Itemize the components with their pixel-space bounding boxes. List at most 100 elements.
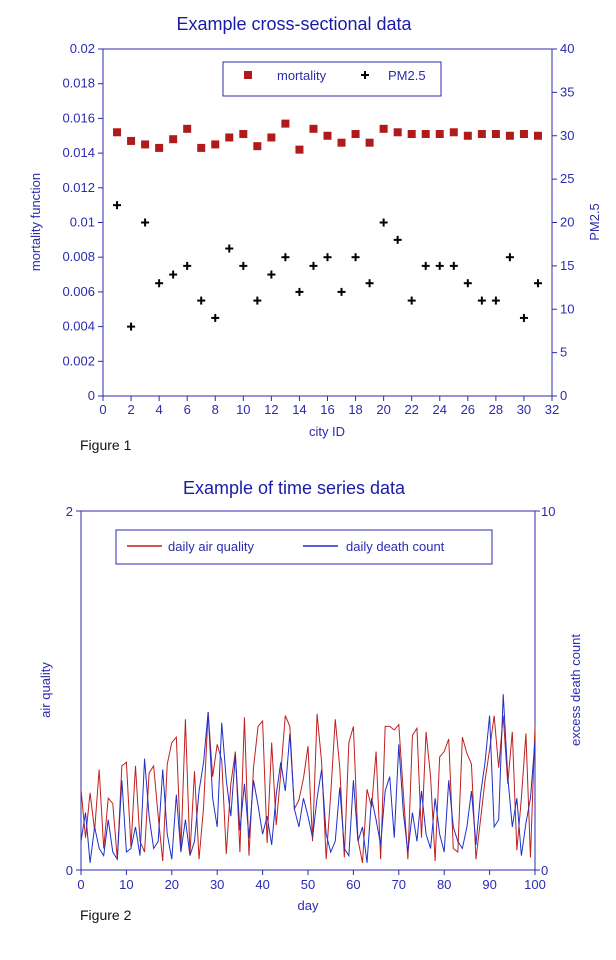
figure1-x-label: city ID xyxy=(309,424,345,439)
y-left-tick-label: 0.02 xyxy=(70,41,95,56)
figure1-y-left-ticks: 0 0.002 0.004 0.006 0.008 0.01 0.012 0.014 0.016… xyxy=(62,41,103,403)
figure1-x-ticks: 0 2 4 6 8 10 12 14 16 18 20 22 24 26 28 30 32 xyxy=(99,396,559,417)
x-tick-label: 20 xyxy=(165,877,179,892)
pm25-point xyxy=(435,261,444,270)
mortality-point xyxy=(351,130,360,139)
pm25-point xyxy=(281,253,290,262)
mortality-point xyxy=(113,128,122,137)
air-quality-line xyxy=(80,712,536,863)
pm25-point xyxy=(309,261,318,270)
mortality-point xyxy=(519,130,528,139)
mortality-point xyxy=(197,143,206,152)
y-right-tick-label: 0 xyxy=(560,388,567,403)
legend-pm25-label: PM2.5 xyxy=(388,68,426,83)
y-right-tick-label: 35 xyxy=(560,84,574,99)
mortality-point xyxy=(127,136,136,145)
figure1-title: Example cross-sectional data xyxy=(176,14,412,34)
mortality-point xyxy=(491,130,500,139)
figure2-y-right-ticks: 0 10 xyxy=(535,504,555,878)
figure1-y-right-ticks: 0 5 10 15 20 25 30 35 40 xyxy=(552,41,574,403)
x-tick-label: 0 xyxy=(99,402,106,417)
mortality-point xyxy=(463,131,472,140)
figure2-series-lines xyxy=(80,694,536,863)
y-right-tick-label: 20 xyxy=(560,215,574,230)
x-tick-label: 100 xyxy=(524,877,546,892)
pm25-point xyxy=(463,279,472,288)
pm25-point xyxy=(295,287,304,296)
y-left-tick-label: 0.006 xyxy=(62,284,95,299)
x-tick-label: 30 xyxy=(210,877,224,892)
y-left-tick-label: 0.014 xyxy=(62,145,95,160)
x-tick-label: 4 xyxy=(156,402,163,417)
mortality-point xyxy=(295,145,304,154)
pm25-point xyxy=(323,253,332,262)
figure2-legend: daily air quality daily death count xyxy=(115,529,493,565)
x-tick-label: 28 xyxy=(489,402,503,417)
figure1-y-left-label: mortality function xyxy=(28,173,43,271)
mortality-point xyxy=(449,128,458,137)
mortality-point xyxy=(393,128,402,137)
figure-2: Example of time series data 0 10 20 30 40 50 6… xyxy=(38,478,583,923)
figure2-y-left-ticks: 02 xyxy=(66,504,81,878)
pm25-point xyxy=(141,218,150,227)
pm25-point xyxy=(225,244,234,253)
pm25-point xyxy=(365,279,374,288)
y-right-tick-label: 25 xyxy=(560,171,574,186)
x-tick-label: 2 xyxy=(127,402,134,417)
legend-mortality-label: mortality xyxy=(277,68,327,83)
x-tick-label: 8 xyxy=(212,402,219,417)
x-tick-label: 26 xyxy=(461,402,475,417)
pm25-point xyxy=(169,270,178,279)
pm25-point xyxy=(239,261,248,270)
figure1-legend: mortality PM2.5 xyxy=(222,61,442,97)
x-tick-label: 20 xyxy=(376,402,390,417)
pm25-point xyxy=(519,313,528,322)
y-right-tick-label: 30 xyxy=(560,128,574,143)
pm25-point xyxy=(491,296,500,305)
pm25-point xyxy=(127,322,136,331)
mortality-point xyxy=(155,143,164,152)
figure1-data-points xyxy=(113,119,542,331)
mortality-point xyxy=(379,124,388,133)
y-left-tick-label: 0.008 xyxy=(62,249,95,264)
mortality-point xyxy=(505,131,514,140)
pm25-point xyxy=(407,296,416,305)
y-right-tick-label: 10 xyxy=(560,301,574,316)
figure1-y-right-label: PM2.5 xyxy=(587,203,602,241)
figure1-plot-frame xyxy=(102,48,553,397)
pm25-point xyxy=(183,261,192,270)
pm25-point xyxy=(379,218,388,227)
mortality-point xyxy=(309,124,318,133)
x-tick-label: 12 xyxy=(264,402,278,417)
pm25-point xyxy=(253,296,262,305)
x-tick-label: 80 xyxy=(437,877,451,892)
x-tick-label: 0 xyxy=(77,877,84,892)
x-tick-label: 10 xyxy=(236,402,250,417)
pm25-point xyxy=(155,279,164,288)
y-left-tick-label: 0 xyxy=(66,863,73,878)
pm25-point xyxy=(505,253,514,262)
y-left-tick-label: 2 xyxy=(66,504,73,519)
pm25-point xyxy=(421,261,430,270)
x-tick-label: 16 xyxy=(320,402,334,417)
x-tick-label: 40 xyxy=(255,877,269,892)
figure2-y-left-label: air quality xyxy=(38,662,53,718)
pm25-point xyxy=(393,235,402,244)
y-left-tick-label: 0.018 xyxy=(62,76,95,91)
mortality-point xyxy=(435,130,444,139)
y-right-tick-label: 0 xyxy=(541,863,548,878)
y-left-tick-label: 0.012 xyxy=(62,180,95,195)
figure2-title: Example of time series data xyxy=(183,478,406,498)
x-tick-label: 70 xyxy=(392,877,406,892)
mortality-point xyxy=(407,130,416,139)
x-tick-label: 32 xyxy=(545,402,559,417)
mortality-point xyxy=(225,133,234,142)
x-tick-label: 24 xyxy=(433,402,447,417)
x-tick-label: 50 xyxy=(301,877,315,892)
legend-pm25-marker xyxy=(361,71,369,79)
mortality-point xyxy=(421,130,430,139)
mortality-point xyxy=(253,142,262,151)
x-tick-label: 90 xyxy=(482,877,496,892)
mortality-point xyxy=(239,130,248,139)
